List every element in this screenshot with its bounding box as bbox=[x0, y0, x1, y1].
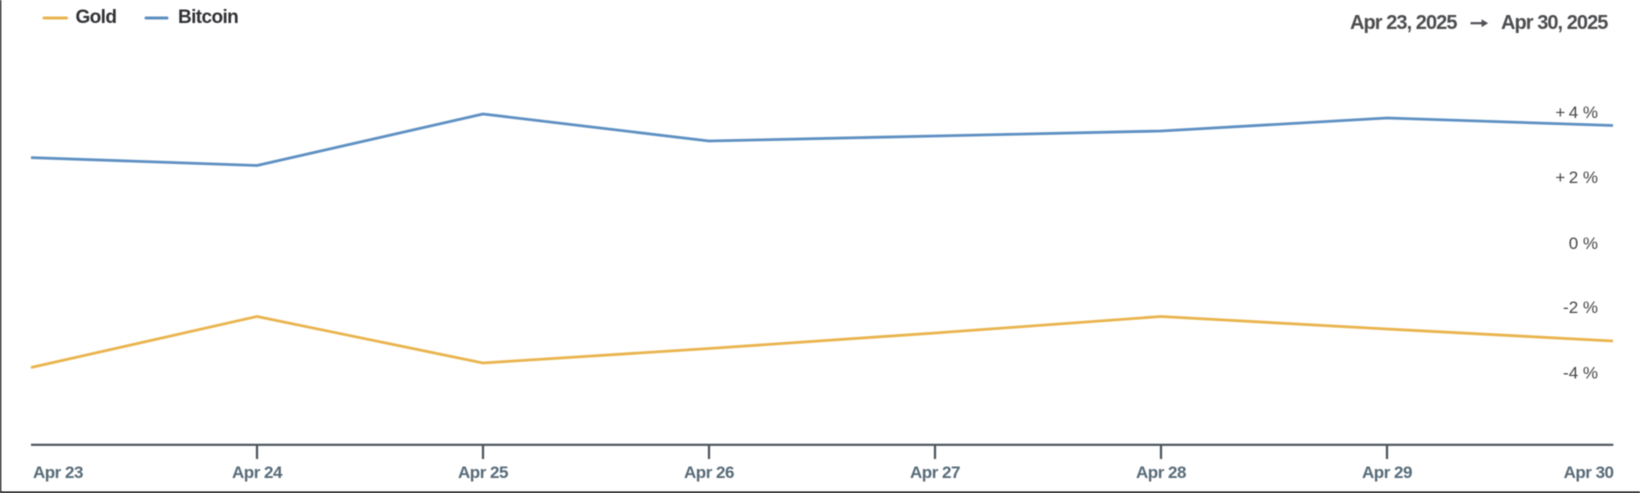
svg-text:Bitcoin: Bitcoin bbox=[178, 7, 238, 28]
svg-text:Apr 30, 2025: Apr 30, 2025 bbox=[1501, 12, 1608, 34]
svg-text:Apr 24: Apr 24 bbox=[232, 463, 283, 482]
svg-text:Apr 29: Apr 29 bbox=[1362, 463, 1412, 482]
svg-text:-4 %: -4 % bbox=[1563, 364, 1598, 383]
svg-text:Apr 28: Apr 28 bbox=[1136, 463, 1186, 482]
svg-text:Apr 23, 2025: Apr 23, 2025 bbox=[1350, 12, 1457, 34]
svg-text:-2 %: -2 % bbox=[1563, 298, 1598, 317]
svg-text:+ 4 %: + 4 % bbox=[1555, 103, 1598, 122]
svg-text:Apr 26: Apr 26 bbox=[684, 463, 734, 482]
svg-text:0 %: 0 % bbox=[1569, 234, 1598, 253]
svg-text:Apr 27: Apr 27 bbox=[910, 463, 960, 482]
svg-text:+ 2 %: + 2 % bbox=[1555, 168, 1598, 187]
svg-text:Apr 23: Apr 23 bbox=[33, 463, 83, 482]
svg-text:Gold: Gold bbox=[76, 7, 117, 28]
svg-text:Apr 25: Apr 25 bbox=[458, 463, 508, 482]
svg-text:Apr 30: Apr 30 bbox=[1564, 463, 1614, 482]
